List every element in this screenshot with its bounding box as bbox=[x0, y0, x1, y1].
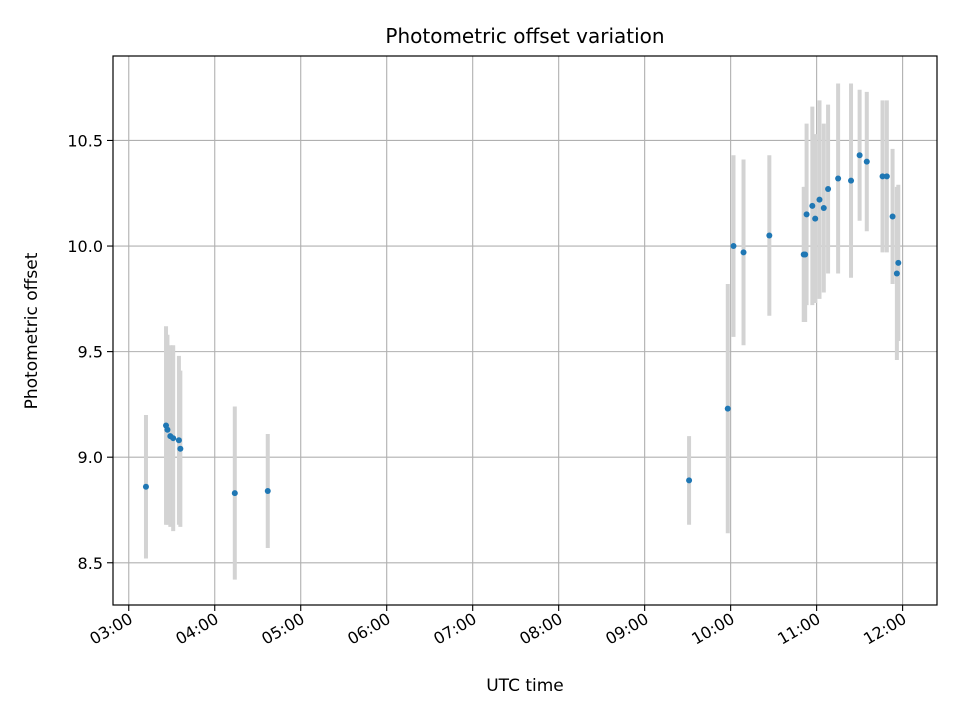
data-point bbox=[231, 490, 238, 497]
data-point bbox=[175, 437, 182, 444]
grid-layer bbox=[113, 56, 937, 605]
data-point bbox=[724, 405, 731, 412]
data-point bbox=[863, 158, 870, 165]
data-point bbox=[816, 196, 823, 203]
y-axis-ticks: 8.5 9.0 9.5 10.0 10.5 bbox=[67, 131, 113, 573]
data-point bbox=[802, 251, 809, 258]
data-point bbox=[170, 435, 177, 442]
y-tick-label: 10.5 bbox=[67, 131, 103, 150]
data-point bbox=[848, 177, 855, 184]
y-tick-label: 9.5 bbox=[78, 343, 103, 362]
data-point bbox=[809, 202, 816, 209]
data-point bbox=[730, 243, 737, 250]
y-axis-label: Photometric offset bbox=[22, 252, 42, 409]
y-tick-label: 9.0 bbox=[78, 448, 103, 467]
data-point bbox=[803, 211, 810, 218]
plot-frame bbox=[112, 55, 938, 606]
x-axis-label: UTC time bbox=[486, 676, 564, 696]
data-point bbox=[825, 186, 832, 193]
y-tick-label: 10.0 bbox=[67, 237, 103, 256]
data-point bbox=[820, 205, 827, 212]
y-tick-label: 8.5 bbox=[78, 554, 103, 573]
data-point bbox=[164, 426, 171, 433]
point-layer bbox=[142, 152, 902, 497]
data-point bbox=[142, 483, 149, 490]
data-point bbox=[879, 173, 886, 180]
data-point bbox=[766, 232, 773, 239]
data-point bbox=[812, 215, 819, 222]
data-point bbox=[177, 445, 184, 452]
plot-area bbox=[112, 55, 938, 606]
data-point bbox=[889, 213, 896, 220]
data-point bbox=[835, 175, 842, 182]
data-point bbox=[856, 152, 863, 159]
data-point bbox=[686, 477, 693, 484]
chart-title: Photometric offset variation bbox=[385, 24, 664, 48]
data-point bbox=[740, 249, 747, 256]
data-point bbox=[893, 270, 900, 277]
data-point bbox=[264, 487, 271, 494]
data-point bbox=[883, 173, 890, 180]
data-point bbox=[895, 259, 902, 266]
